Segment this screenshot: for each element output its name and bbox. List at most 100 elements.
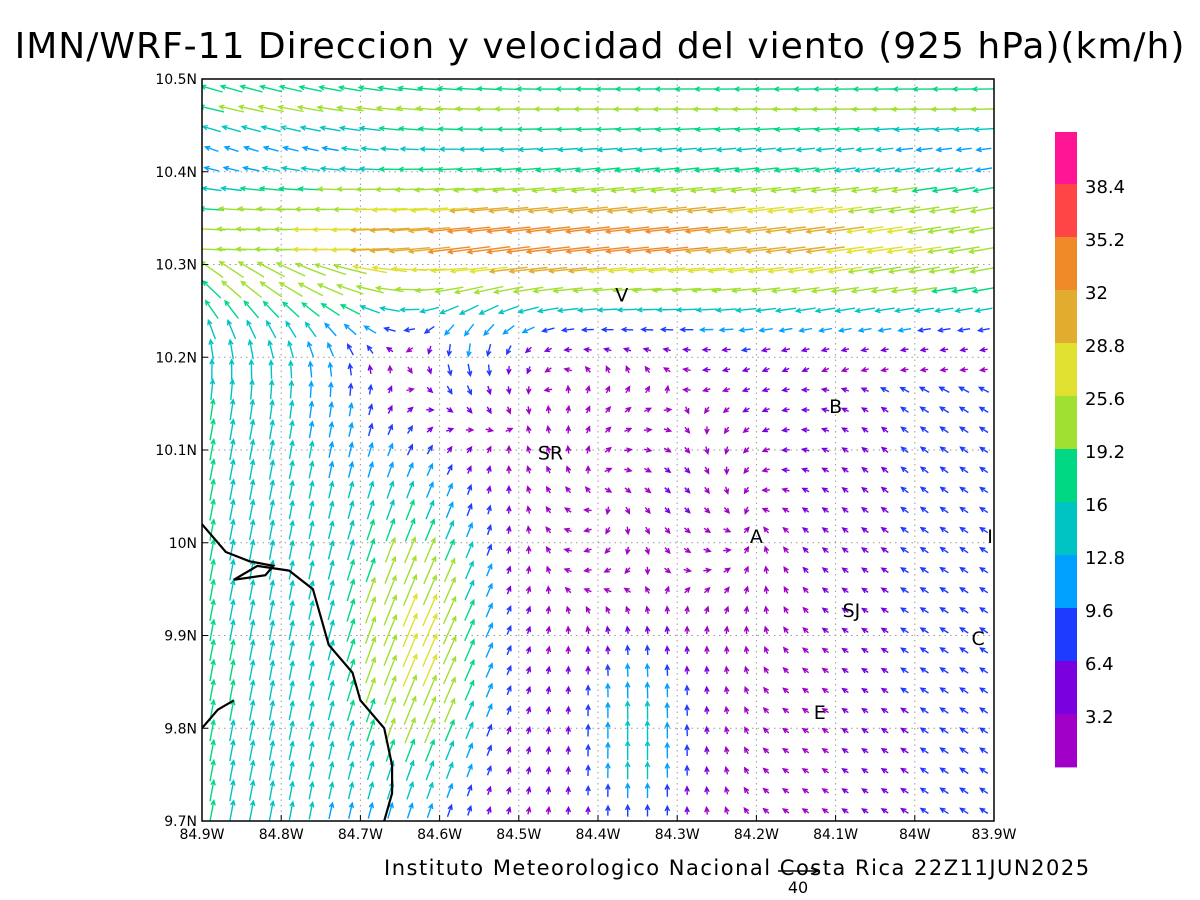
wind-arrow (610, 186, 644, 194)
wind-arrow (972, 186, 994, 194)
wind-arrow (594, 126, 620, 133)
wind-arrow (248, 639, 256, 661)
wind-arrow (208, 338, 214, 360)
wind-arrow (763, 605, 770, 615)
wind-arrow (704, 725, 710, 735)
wind-arrow (320, 302, 340, 316)
wind-arrow (477, 146, 499, 153)
wind-arrow (313, 263, 347, 276)
wind-arrow (724, 665, 730, 675)
wind-arrow (209, 538, 216, 561)
wind-arrow (465, 427, 475, 433)
wind-arrow (203, 145, 219, 153)
wind-arrow (664, 527, 671, 535)
wind-arrow (840, 387, 850, 393)
wind-arrow (821, 647, 830, 654)
wind-arrow (603, 588, 612, 594)
wind-arrow (584, 365, 591, 373)
wind-arrow (506, 464, 512, 474)
wind-arrow (393, 186, 425, 193)
wind-arrow (319, 165, 341, 172)
wind-arrow (644, 385, 651, 394)
wind-arrow (754, 307, 777, 314)
wind-arrow (424, 717, 436, 744)
wind-arrow (979, 627, 989, 634)
wind-arrow (268, 639, 276, 661)
wind-arrow (346, 342, 354, 356)
wind-arrow (422, 593, 438, 627)
wind-arrow (505, 765, 512, 775)
wind-arrow (485, 642, 494, 658)
wind-arrow (604, 547, 611, 554)
wind-arrow (365, 595, 377, 624)
wind-arrow (565, 645, 572, 655)
wind-arrow (525, 545, 532, 554)
wind-arrow (743, 605, 750, 615)
wind-arrow (624, 526, 631, 536)
wind-arrow (919, 567, 929, 574)
wind-arrow (584, 486, 591, 494)
wind-arrow (625, 605, 631, 614)
wind-arrow (954, 167, 973, 173)
wind-arrow (367, 461, 374, 478)
wind-arrow (723, 466, 730, 476)
y-tick-label: 10.3N (155, 258, 197, 274)
wind-arrow (695, 146, 717, 153)
wind-arrow (664, 467, 672, 474)
wind-arrow (687, 267, 726, 274)
wind-arrow (861, 707, 869, 714)
wind-arrow (880, 767, 889, 774)
wind-arrow (328, 781, 335, 800)
wind-arrow (724, 806, 730, 815)
wind-arrow (466, 763, 473, 778)
wind-arrow (486, 744, 493, 757)
wind-arrow (743, 565, 749, 574)
wind-arrow (407, 227, 451, 234)
wind-arrow (204, 299, 219, 319)
wind-arrow (288, 539, 295, 560)
wind-arrow (387, 801, 394, 819)
wind-arrow (229, 538, 236, 561)
wind-arrow (202, 84, 223, 93)
wind-arrow (955, 146, 972, 153)
wind-arrow (763, 625, 770, 635)
wind-arrows (202, 84, 994, 821)
wind-arrow (248, 619, 256, 641)
wind-arrow (585, 384, 591, 394)
wind-arrow (298, 84, 323, 92)
wind-arrow (979, 687, 989, 694)
wind-arrow (473, 285, 504, 295)
wind-arrow (769, 186, 801, 194)
wind-arrow (684, 467, 691, 474)
wind-arrow (426, 781, 434, 800)
wind-arrow (525, 806, 532, 815)
wind-arrow (701, 346, 711, 353)
wind-arrow (802, 546, 809, 554)
wind-arrow (704, 705, 710, 715)
wind-arrow (506, 386, 512, 395)
wind-arrow (506, 406, 512, 415)
wind-arrow (979, 446, 989, 454)
wind-arrow (268, 659, 276, 681)
wind-arrow (247, 338, 254, 360)
wind-arrow (367, 801, 374, 819)
wind-arrow (268, 499, 276, 520)
wind-arrow (821, 627, 829, 634)
wind-arrow (765, 246, 806, 255)
wind-arrow (224, 299, 239, 319)
wind-arrow (556, 146, 579, 153)
wind-arrow (545, 505, 552, 514)
wind-arrow (259, 281, 283, 298)
wind-arrow (545, 226, 591, 235)
wind-arrow (644, 546, 650, 556)
wind-arrow (249, 378, 255, 400)
wind-arrow (723, 567, 732, 574)
wind-arrow (209, 658, 216, 682)
wind-arrow (585, 665, 591, 675)
wind-arrow (229, 598, 236, 621)
wind-arrow (860, 407, 869, 413)
wind-arrow (959, 687, 969, 694)
wind-arrow (825, 246, 865, 255)
wind-arrow (397, 166, 421, 173)
wind-arrow (506, 565, 512, 575)
